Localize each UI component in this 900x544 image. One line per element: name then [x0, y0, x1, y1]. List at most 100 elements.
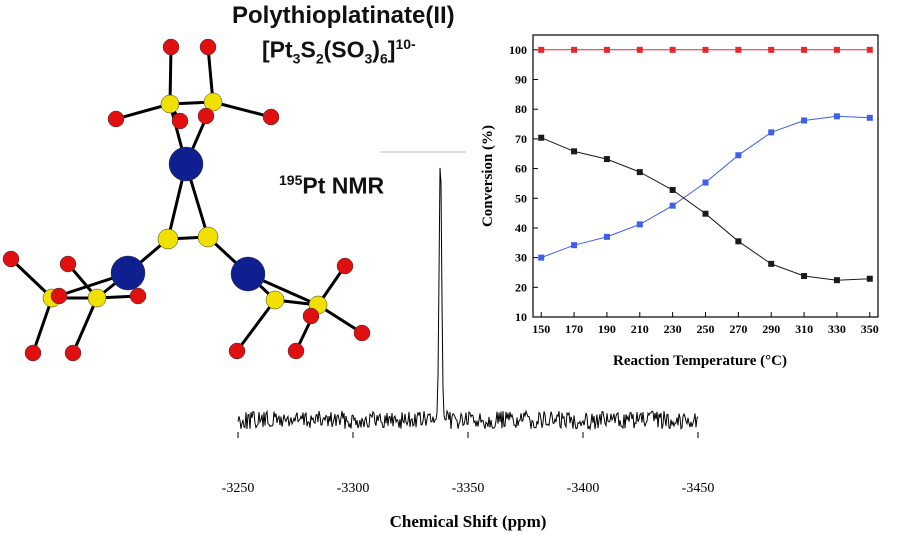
conversion-series-2-point — [833, 277, 840, 284]
conversion-series-2-point — [735, 238, 742, 245]
oxygen-atom — [287, 342, 305, 360]
conversion-series-0-point — [571, 46, 578, 53]
bond — [115, 102, 171, 121]
conversion-x-tick-label: 210 — [631, 322, 649, 336]
conversion-series-2-point — [768, 260, 775, 267]
conversion-series-0-point — [538, 46, 545, 53]
conversion-x-axis-label: Reaction Temperature (°C) — [613, 353, 787, 369]
conversion-y-tick-label: 60 — [515, 162, 527, 176]
conversion-series-1-point — [603, 233, 610, 240]
bond — [71, 297, 99, 354]
bond — [235, 299, 277, 352]
conversion-series-1-point — [866, 114, 873, 121]
conversion-y-tick-label: 40 — [515, 221, 527, 235]
conversion-x-ticks: 150 170 190 210 230 250 270 290 310 330 350 — [532, 312, 879, 336]
conversion-x-tick-label: 290 — [762, 322, 780, 336]
conversion-series-2-point — [669, 186, 676, 193]
conversion-y-tick-label: 90 — [515, 73, 527, 87]
conversion-series-0-point — [801, 46, 808, 53]
bond — [168, 46, 173, 105]
conversion-series-1-point — [833, 113, 840, 120]
nmr-x-ticks: -3250 -3300 -3350 -3400 -3450 — [222, 432, 715, 496]
conversion-y-ticks: 10 20 30 40 50 60 70 80 90 100 — [509, 43, 538, 324]
sulfur-atom — [157, 228, 179, 250]
oxygen-atom — [59, 255, 77, 273]
nmr-x-tick-label: -3450 — [682, 481, 715, 496]
nmr-x-tick-label: -3300 — [337, 481, 370, 496]
sulfur-atom — [265, 290, 285, 310]
oxygen-atom — [228, 342, 246, 360]
conversion-series-1-point — [538, 254, 545, 261]
oxygen-atom — [129, 287, 147, 305]
nmr-x-axis-label: Chemical Shift (ppm) — [390, 512, 547, 531]
platinum-atom — [110, 255, 146, 291]
conversion-series — [538, 46, 873, 284]
bond — [31, 297, 54, 354]
oxygen-atom — [24, 344, 42, 362]
conversion-series-0-point — [603, 46, 610, 53]
conversion-series-1-point — [735, 152, 742, 159]
conversion-series-0-point — [669, 46, 676, 53]
conversion-series-1-point — [768, 129, 775, 136]
oxygen-atom — [171, 112, 189, 130]
conversion-x-tick-label: 230 — [664, 322, 682, 336]
platinum-atom — [230, 256, 266, 292]
conversion-y-axis-label: Conversion (%) — [480, 125, 496, 227]
conversion-series-0-point — [833, 46, 840, 53]
conversion-series-0-point — [702, 46, 709, 53]
conversion-series-0-point — [866, 46, 873, 53]
nmr-label: 195Pt NMR — [279, 172, 385, 199]
conversion-x-tick-label: 270 — [729, 322, 747, 336]
oxygen-atom — [353, 324, 371, 342]
conversion-series-2-point — [571, 148, 578, 155]
platinum-atom — [168, 146, 204, 182]
conversion-y-tick-label: 70 — [515, 132, 527, 146]
conversion-y-tick-label: 20 — [515, 280, 527, 294]
conversion-series-2-point — [801, 273, 808, 280]
conversion-x-tick-label: 250 — [697, 322, 715, 336]
oxygen-atom — [2, 250, 20, 268]
sulfur-atom — [203, 92, 223, 112]
oxygen-atom — [50, 287, 68, 305]
oxygen-atom — [336, 257, 354, 275]
bond — [212, 100, 272, 119]
compound-formula: [Pt3S2(SO3)6]10- — [262, 36, 416, 67]
conversion-series-0-point — [735, 46, 742, 53]
conversion-y-tick-label: 100 — [509, 43, 527, 57]
conversion-series-1-point — [801, 117, 808, 124]
conversion-x-tick-label: 190 — [598, 322, 616, 336]
conversion-plot-frame — [532, 34, 879, 318]
conversion-y-tick-label: 30 — [515, 251, 527, 265]
conversion-y-tick-label: 50 — [515, 191, 527, 205]
conversion-series-0-point — [768, 46, 775, 53]
conversion-series-2-point — [866, 275, 873, 282]
conversion-series-1-point — [702, 179, 709, 186]
sulfur-atom — [87, 288, 107, 308]
oxygen-atom — [262, 108, 280, 126]
compound-name: Polythioplatinate(II) — [232, 2, 455, 29]
conversion-series-2-point — [636, 169, 643, 176]
conversion-series-1-point — [636, 221, 643, 228]
nmr-x-tick-label: -3250 — [222, 481, 255, 496]
conversion-y-tick-label: 80 — [515, 102, 527, 116]
conversion-series-2-point — [702, 210, 709, 217]
conversion-x-tick-label: 350 — [861, 322, 879, 336]
conversion-series-2-point — [603, 156, 610, 163]
oxygen-atom — [302, 307, 320, 325]
conversion-series-2-point — [538, 134, 545, 141]
conversion-series-1-point — [571, 242, 578, 249]
oxygen-atom — [162, 38, 180, 56]
conversion-y-tick-label: 10 — [515, 310, 527, 324]
sulfur-atom — [160, 94, 180, 114]
bond — [9, 257, 54, 300]
conversion-x-tick-label: 310 — [795, 322, 813, 336]
nmr-x-tick-label: -3400 — [567, 481, 600, 496]
molecule-structure — [2, 38, 371, 362]
conversion-series-0-point — [636, 46, 643, 53]
oxygen-atom — [107, 110, 125, 128]
oxygen-atom — [199, 38, 217, 56]
oxygen-atom — [64, 344, 82, 362]
